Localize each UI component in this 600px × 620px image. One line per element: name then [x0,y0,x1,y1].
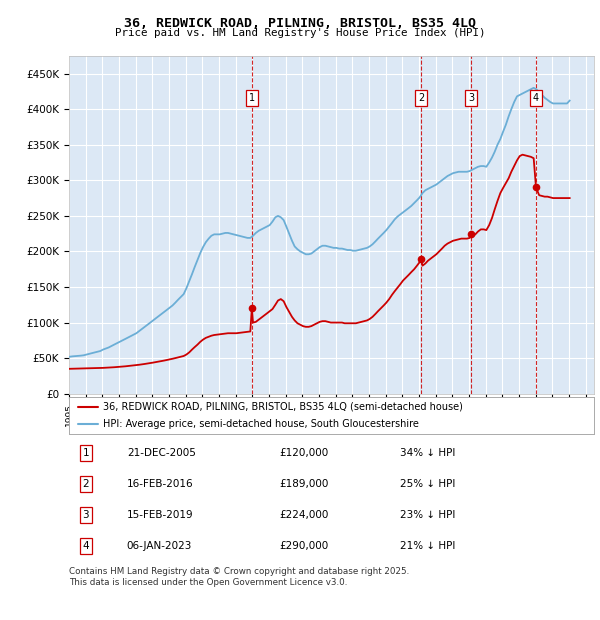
Text: 36, REDWICK ROAD, PILNING, BRISTOL, BS35 4LQ (semi-detached house): 36, REDWICK ROAD, PILNING, BRISTOL, BS35… [103,402,463,412]
Text: 21% ↓ HPI: 21% ↓ HPI [400,541,455,551]
Text: 23% ↓ HPI: 23% ↓ HPI [400,510,455,520]
Text: 25% ↓ HPI: 25% ↓ HPI [400,479,455,489]
Text: 34% ↓ HPI: 34% ↓ HPI [400,448,455,458]
Text: 1: 1 [82,448,89,458]
Text: 2: 2 [418,93,424,103]
Text: 15-FEB-2019: 15-FEB-2019 [127,510,193,520]
Text: HPI: Average price, semi-detached house, South Gloucestershire: HPI: Average price, semi-detached house,… [103,419,419,429]
Text: £189,000: £189,000 [279,479,328,489]
Text: £290,000: £290,000 [279,541,328,551]
Text: 2: 2 [82,479,89,489]
Text: 4: 4 [82,541,89,551]
Text: 3: 3 [468,93,474,103]
Text: 4: 4 [533,93,539,103]
Text: Contains HM Land Registry data © Crown copyright and database right 2025.
This d: Contains HM Land Registry data © Crown c… [69,567,409,587]
Text: £120,000: £120,000 [279,448,328,458]
Text: 16-FEB-2016: 16-FEB-2016 [127,479,193,489]
Text: £224,000: £224,000 [279,510,328,520]
Text: 36, REDWICK ROAD, PILNING, BRISTOL, BS35 4LQ: 36, REDWICK ROAD, PILNING, BRISTOL, BS35… [124,17,476,30]
Text: 3: 3 [82,510,89,520]
Text: 1: 1 [249,93,255,103]
Text: 06-JAN-2023: 06-JAN-2023 [127,541,192,551]
Text: Price paid vs. HM Land Registry's House Price Index (HPI): Price paid vs. HM Land Registry's House … [115,28,485,38]
Text: 21-DEC-2005: 21-DEC-2005 [127,448,196,458]
